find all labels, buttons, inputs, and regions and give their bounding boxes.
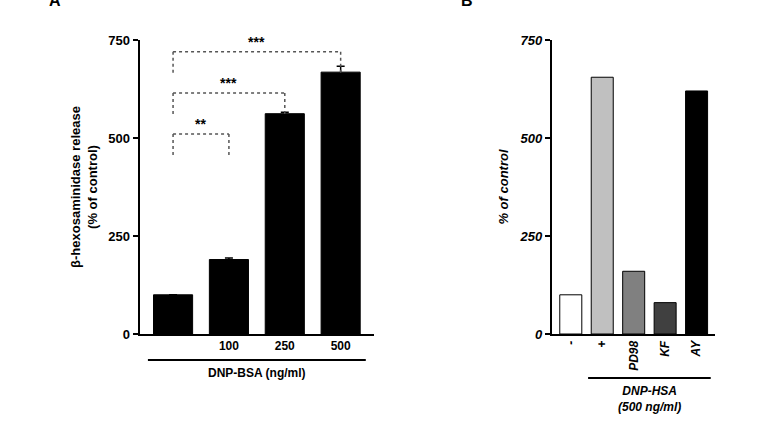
- svg-text:750: 750: [521, 33, 543, 48]
- svg-text:***: ***: [248, 34, 265, 50]
- svg-text:% of control: % of control: [496, 149, 511, 224]
- svg-text:KF: KF: [658, 340, 672, 357]
- svg-text:500: 500: [331, 339, 351, 353]
- svg-text:**: **: [195, 116, 206, 132]
- svg-text:-: -: [564, 341, 578, 345]
- svg-text:B: B: [461, 0, 473, 9]
- svg-text:250: 250: [108, 229, 130, 244]
- svg-text:***: ***: [220, 75, 237, 91]
- svg-text:A: A: [49, 0, 61, 9]
- svg-text:100: 100: [219, 339, 239, 353]
- svg-text:500: 500: [521, 131, 543, 146]
- svg-text:DNP-BSA (ng/ml): DNP-BSA (ng/ml): [208, 366, 306, 380]
- svg-text:+: +: [595, 341, 609, 348]
- svg-text:500: 500: [108, 131, 130, 146]
- svg-text:250: 250: [520, 229, 543, 244]
- svg-text:β-hexosaminidase release(% of: β-hexosaminidase release(% of control): [68, 106, 100, 268]
- svg-text:750: 750: [108, 33, 130, 48]
- svg-text:PD98: PD98: [627, 340, 641, 370]
- svg-text:0: 0: [535, 327, 543, 342]
- svg-text:DNP-HSA(500 ng/ml): DNP-HSA(500 ng/ml): [618, 384, 681, 414]
- svg-text:AY: AY: [689, 340, 703, 358]
- svg-text:0: 0: [123, 327, 130, 342]
- svg-text:250: 250: [275, 339, 295, 353]
